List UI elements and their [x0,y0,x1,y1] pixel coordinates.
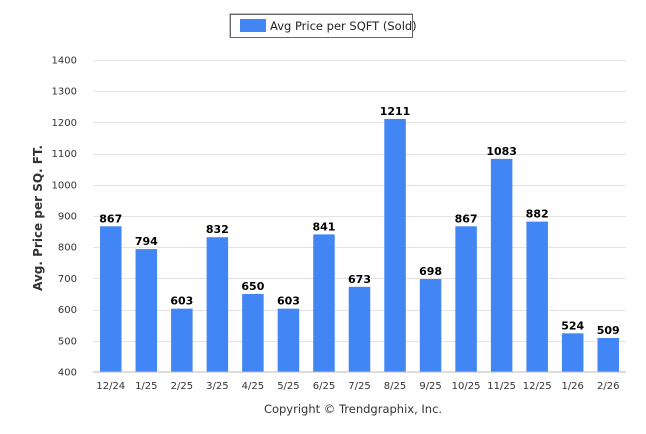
bar[interactable] [242,294,264,372]
bar[interactable] [384,118,406,372]
y-tick-label: 1000 [52,180,77,191]
data-label: 1211 [380,105,411,118]
data-label: 650 [241,280,264,293]
y-tick-label: 900 [58,212,77,223]
y-tick-label: 400 [58,368,77,379]
x-tick-label: 4/25 [242,381,264,392]
y-axis-title: Avg. Price per SQ. FT. [31,145,45,291]
data-label: 509 [597,324,620,337]
y-axis-ticks: 400 500 600 700 800 900 1000 1100 1200 1300 1400 [52,56,77,379]
x-tick-label: 1/26 [561,381,583,392]
legend[interactable]: Avg Price per SQFT (Sold) [229,13,417,38]
y-tick-label: 800 [58,243,77,254]
x-tick-label: 7/25 [348,381,370,392]
bar[interactable] [526,221,548,372]
legend-box [230,14,413,38]
copyright-credit: Copyright © Trendgraphix, Inc. [264,402,442,416]
y-tick-label: 500 [58,336,77,347]
legend-label: Avg Price per SQFT (Sold) [270,19,417,33]
bar[interactable] [206,237,229,372]
data-label: 882 [526,208,549,221]
x-tick-label: 9/25 [419,381,441,392]
data-label: 841 [312,220,335,233]
x-tick-label: 8/25 [384,381,406,392]
x-tick-label: 12/24 [96,381,125,392]
x-tick-label: 3/25 [206,381,228,392]
y-tick-label: 1400 [52,56,77,67]
legend-swatch [240,19,266,32]
y-tick-label: 600 [58,305,77,316]
x-tick-label: 2/26 [597,381,619,392]
data-label: 832 [206,223,229,236]
data-label: 794 [135,235,158,248]
data-label: 867 [455,212,478,225]
x-axis-ticks: 12/24 1/25 2/25 3/25 4/25 5/25 6/25 7/25 8/25 9/2… [96,381,619,392]
data-label: 867 [99,212,122,225]
bar[interactable] [419,279,442,372]
data-label: 673 [348,273,371,286]
x-tick-label: 2/25 [171,381,193,392]
data-label: 603 [170,295,193,308]
bars [100,118,619,372]
bar[interactable] [313,234,335,372]
bar[interactable] [135,249,158,372]
bar[interactable] [348,286,371,372]
x-tick-label: 5/25 [277,381,299,392]
x-tick-label: 10/25 [452,381,481,392]
bar[interactable] [171,308,193,372]
x-tick-label: 12/25 [523,381,552,392]
data-label: 524 [561,319,584,332]
y-tick-label: 700 [58,274,77,285]
y-tick-label: 1100 [52,149,77,160]
x-tick-label: 6/25 [313,381,335,392]
data-label: 698 [419,265,442,278]
bar[interactable] [455,226,477,372]
y-tick-label: 1200 [52,118,77,129]
bar[interactable] [561,333,584,372]
x-tick-label: 1/25 [135,381,157,392]
bar[interactable] [277,308,300,372]
data-label: 603 [277,295,300,308]
bar[interactable] [597,337,619,372]
data-label: 1083 [486,145,517,158]
bar[interactable] [490,158,513,372]
x-tick-label: 11/25 [487,381,516,392]
bar[interactable] [100,226,122,372]
y-tick-label: 1300 [52,87,77,98]
value-labels: 867 794 603 832 650 603 841 673 1211 698 867 1083 88… [99,105,619,337]
